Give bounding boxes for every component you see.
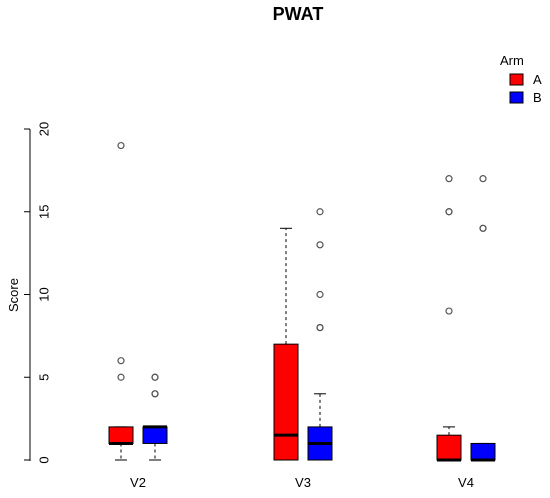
outlier-point <box>117 373 125 381</box>
outlier-point <box>117 141 125 150</box>
outlier-point <box>316 290 324 299</box>
outlier-point <box>445 307 453 315</box>
legend-label-A: A <box>533 72 542 87</box>
x-tick-label-V3: V3 <box>295 475 311 490</box>
outlier-point <box>445 208 453 216</box>
legend-items: AB <box>509 72 542 105</box>
outlier-point <box>445 175 453 183</box>
chart-title: PWAT <box>273 4 324 24</box>
box-B-V3 <box>307 208 333 461</box>
outlier-point <box>316 324 324 332</box>
outlier-point <box>151 373 159 381</box>
y-tick-label: 10 <box>36 287 51 301</box>
outlier-point <box>117 357 125 365</box>
y-axis: 0 5 10 15 20 <box>24 122 51 464</box>
y-tick-label: 5 <box>36 374 51 381</box>
legend: Arm AB <box>500 53 542 105</box>
legend-swatch-A <box>509 73 524 86</box>
box-rect <box>108 426 134 444</box>
outlier-point <box>316 241 324 249</box>
box-A-V3 <box>273 227 299 461</box>
box-rect <box>142 426 168 444</box>
outlier-point <box>316 208 324 216</box>
box-B-V2 <box>142 373 168 461</box>
y-tick-label: 20 <box>36 122 51 136</box>
y-ticks: 0 5 10 15 20 <box>24 122 51 464</box>
outlier-point <box>151 390 159 398</box>
box-B-V4 <box>470 175 496 462</box>
box-A-V2 <box>108 141 134 461</box>
x-tick-label-V4: V4 <box>458 475 474 490</box>
legend-swatch-B <box>509 91 524 104</box>
x-tick-labels: V2 V3 V4 <box>130 475 474 490</box>
box-rect <box>470 442 496 461</box>
y-axis-label: Score <box>6 278 21 312</box>
outlier-point <box>479 175 487 183</box>
legend-label-B: B <box>533 90 542 105</box>
boxes-layer <box>108 141 496 462</box>
y-tick-label: 15 <box>36 205 51 219</box>
box-rect <box>436 434 462 461</box>
legend-title: Arm <box>500 53 524 68</box>
outlier-point <box>479 224 487 232</box>
x-tick-label-V2: V2 <box>130 475 146 490</box>
box-A-V4 <box>436 175 462 462</box>
box-rect <box>273 343 299 461</box>
y-tick-label: 0 <box>36 456 51 463</box>
